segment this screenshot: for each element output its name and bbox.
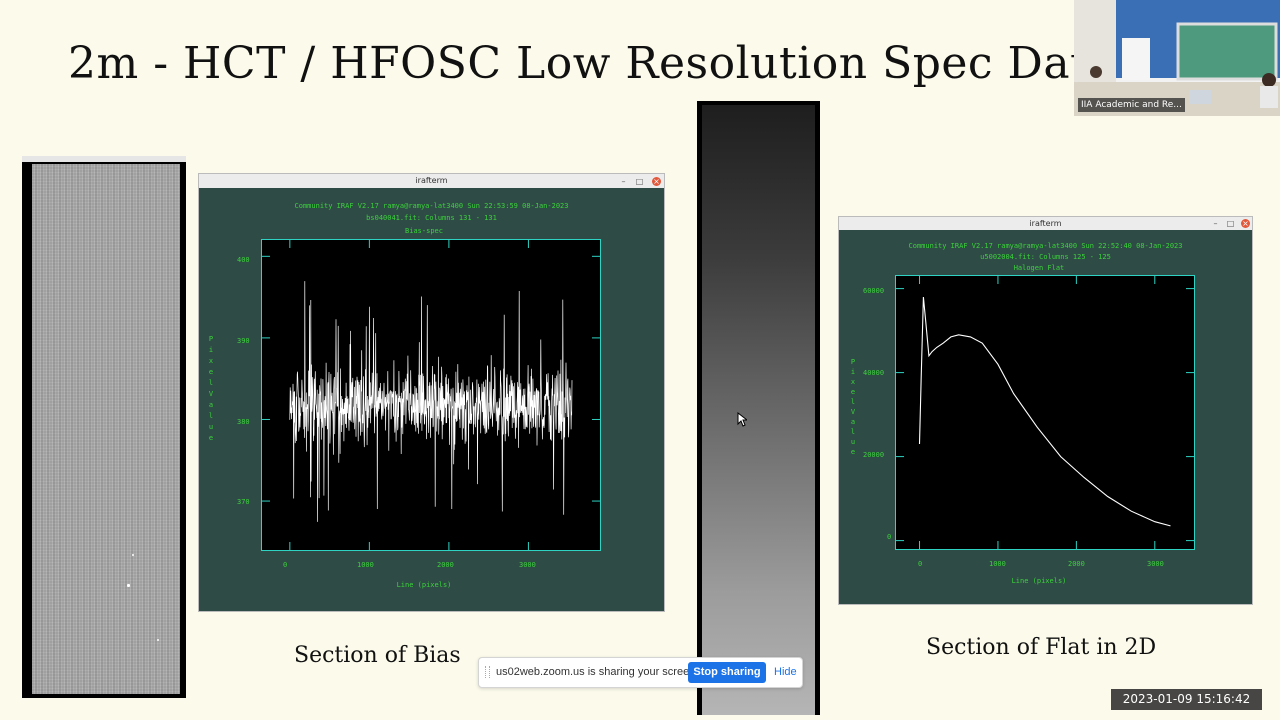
x-tick-label: 2000: [1068, 560, 1085, 568]
y-tick-label: 60000: [863, 287, 885, 295]
plot-title: Bias-spec: [405, 227, 443, 235]
flat-spectrum-chart: [896, 276, 1194, 549]
x-tick-label: 0: [283, 561, 288, 569]
close-icon[interactable]: ×: [1241, 219, 1250, 228]
webcam-thumbnail[interactable]: IIA Academic and Re...: [1074, 0, 1280, 116]
y-tick-label: 380: [237, 418, 250, 426]
irafterm-window-bias: irafterm – □ × Community IRAF V2.17 ramy…: [198, 173, 665, 612]
share-message: us02web.zoom.us is sharing your screen.: [496, 666, 699, 678]
flat-plot-area: [895, 275, 1195, 550]
y-axis-label: Pixel Value: [850, 358, 856, 456]
bias-series-line: [289, 281, 573, 522]
close-icon[interactable]: ×: [652, 177, 661, 186]
window-titlebar[interactable]: irafterm: [199, 174, 664, 188]
x-tick-label: 0: [918, 560, 923, 568]
window-title: irafterm: [1029, 219, 1062, 228]
bias-plot-area: [261, 239, 601, 551]
timestamp-overlay: 2023-01-09 15:16:42: [1111, 689, 1262, 710]
caption-bias: Section of Bias: [294, 643, 461, 668]
bias-spectrum-chart: [262, 240, 600, 550]
iraf-file-line: bs040041.fit: Columns 131 - 131: [366, 214, 497, 222]
x-axis-label: Line (pixels): [396, 581, 452, 589]
flat-series-line: [918, 296, 1171, 527]
iraf-header-line: Community IRAF V2.17 ramya@ramya-lat3400…: [294, 202, 569, 210]
bias-hot-pixel: [132, 554, 134, 556]
y-tick-label: 0: [887, 533, 892, 541]
minimize-icon[interactable]: –: [621, 177, 626, 186]
flat-gradient: [702, 105, 815, 715]
stop-sharing-button[interactable]: Stop sharing: [688, 662, 766, 683]
iraf-file-line: u5002004.fit: Columns 125 - 125: [980, 253, 1111, 261]
image-top-border: [22, 156, 186, 162]
y-tick-label: 370: [237, 498, 250, 506]
hide-button[interactable]: Hide: [774, 666, 797, 678]
window-title: irafterm: [415, 176, 448, 185]
x-tick-label: 3000: [1147, 560, 1164, 568]
x-tick-label: 1000: [357, 561, 374, 569]
screen-share-bar: us02web.zoom.us is sharing your screen. …: [478, 657, 803, 688]
caption-flat: Section of Flat in 2D: [926, 635, 1157, 660]
bias-noise-texture: [32, 164, 180, 694]
x-tick-label: 3000: [519, 561, 536, 569]
webcam-video-icon: [1074, 0, 1280, 116]
y-tick-label: 20000: [863, 451, 885, 459]
maximize-icon[interactable]: □: [1226, 219, 1235, 228]
y-tick-label: 40000: [863, 369, 885, 377]
slide-title: 2m - HCT / HFOSC Low Resolution Spec Dat…: [68, 38, 1115, 89]
maximize-icon[interactable]: □: [635, 177, 644, 186]
x-tick-label: 2000: [437, 561, 454, 569]
window-titlebar[interactable]: irafterm: [839, 217, 1252, 230]
drag-handle-icon[interactable]: [485, 666, 490, 678]
x-tick-label: 1000: [989, 560, 1006, 568]
y-tick-label: 390: [237, 337, 250, 345]
bias-2d-image: [22, 156, 186, 698]
irafterm-window-flat: irafterm – □ × Community IRAF V2.17 ramy…: [838, 216, 1253, 605]
plot-title: Halogen Flat: [1013, 264, 1065, 272]
y-tick-label: 400: [237, 256, 250, 264]
webcam-label: IIA Academic and Re...: [1078, 98, 1185, 112]
mouse-cursor-icon: [737, 412, 747, 427]
bias-hot-pixel: [127, 584, 130, 587]
bias-hot-pixel: [157, 639, 159, 641]
x-axis-label: Line (pixels): [1011, 577, 1067, 585]
y-axis-label: Pixel Value: [208, 335, 214, 442]
iraf-header-line: Community IRAF V2.17 ramya@ramya-lat3400…: [908, 242, 1183, 250]
flat-2d-image: [697, 101, 820, 715]
minimize-icon[interactable]: –: [1213, 219, 1218, 228]
